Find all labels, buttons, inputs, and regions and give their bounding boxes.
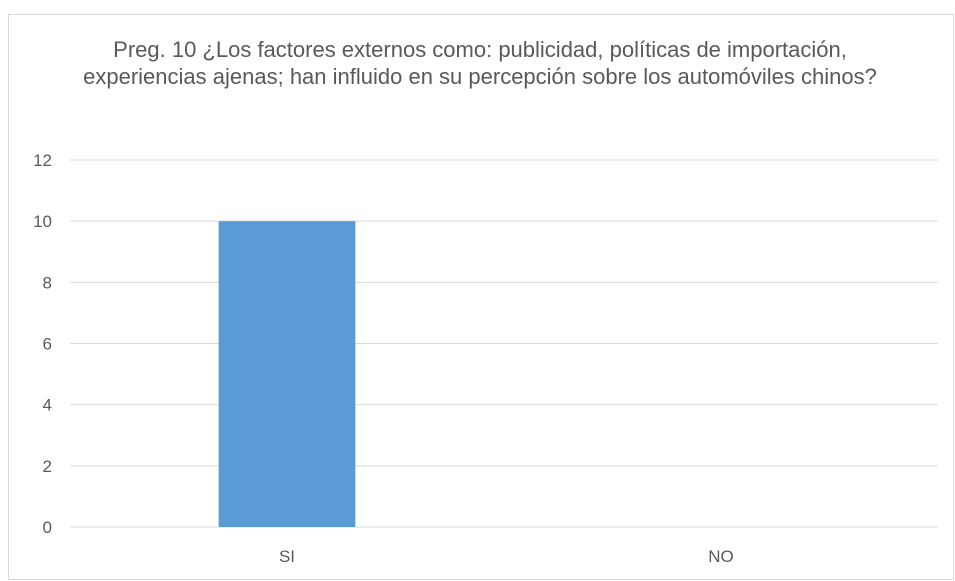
gridlines — [70, 159, 938, 528]
bars — [218, 221, 356, 527]
y-axis-ticks: 0 2 4 6 8 10 12 — [33, 151, 52, 537]
x-tick-label-si: SI — [279, 547, 295, 566]
y-tick-label: 6 — [43, 335, 52, 354]
y-tick-label: 8 — [43, 273, 52, 292]
y-tick-label: 2 — [43, 457, 52, 476]
y-tick-label: 12 — [33, 151, 52, 170]
chart-title: Preg. 10 ¿Los factores externos como: pu… — [83, 37, 877, 89]
x-tick-label-no: NO — [708, 547, 734, 566]
y-tick-label: 10 — [33, 212, 52, 231]
bar-si — [218, 221, 356, 527]
x-axis-ticks: SI NO — [279, 547, 734, 566]
chart-frame — [8, 14, 954, 580]
y-tick-label: 0 — [43, 518, 52, 537]
y-tick-label: 4 — [43, 396, 52, 415]
